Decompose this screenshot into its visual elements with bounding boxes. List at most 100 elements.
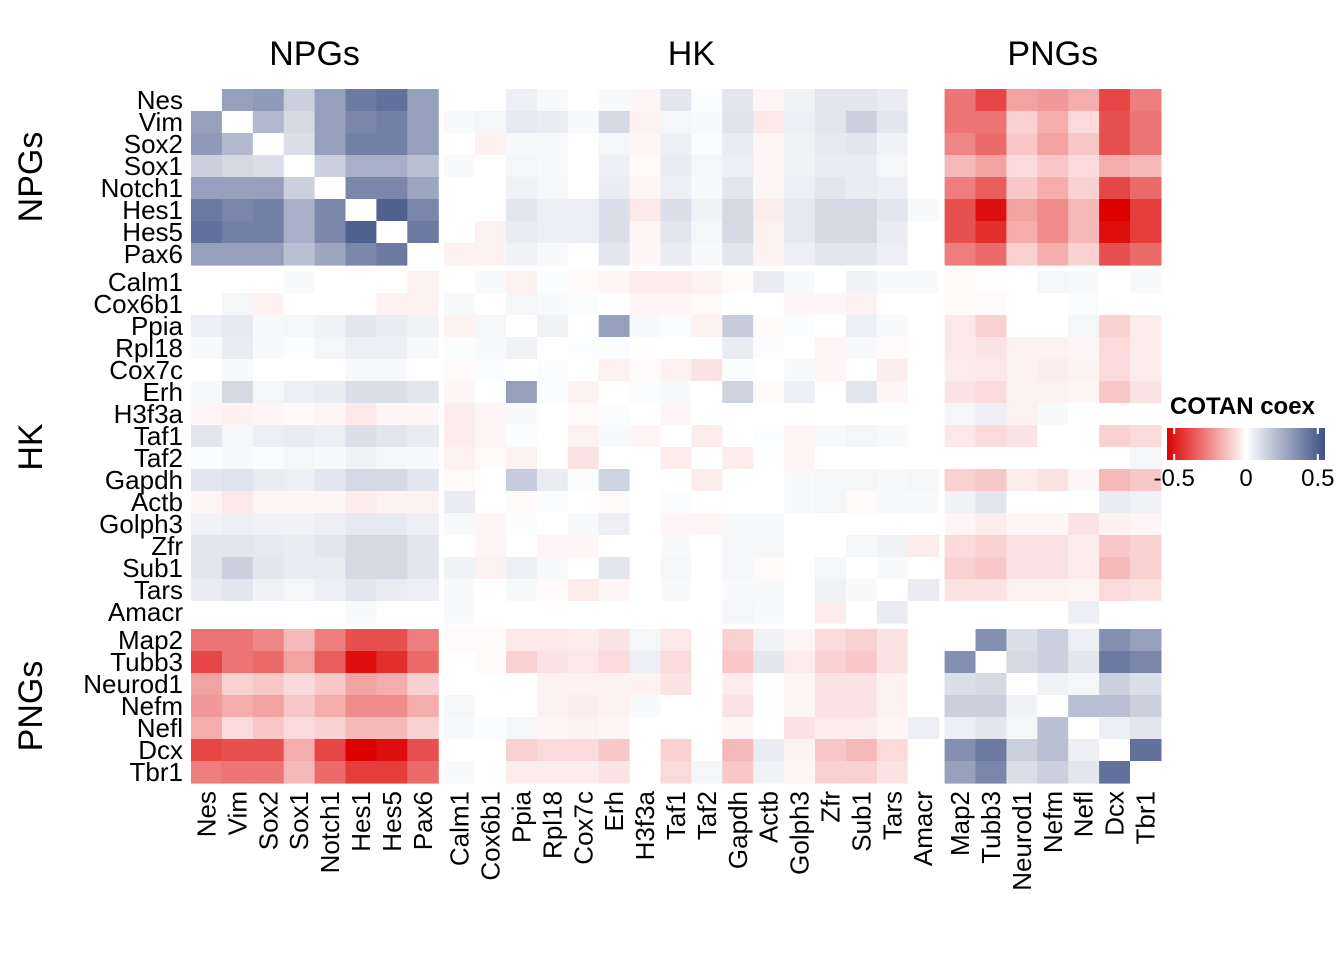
heatmap-cell <box>506 425 538 448</box>
row-label: Golph3 <box>99 509 183 539</box>
heatmap-cell <box>252 557 285 580</box>
heatmap-cell <box>407 155 439 178</box>
heatmap-cell <box>784 133 816 156</box>
heatmap-cell <box>660 111 692 134</box>
heatmap-cell <box>944 739 977 762</box>
heatmap-cell <box>407 469 439 492</box>
heatmap-cell <box>345 535 377 558</box>
heatmap-cell <box>1037 673 1069 696</box>
heatmap-cell <box>345 651 377 674</box>
row-label: Rpl18 <box>115 333 183 363</box>
heatmap-cell <box>784 695 816 718</box>
heatmap-cell <box>815 651 847 674</box>
heatmap-cell <box>907 673 940 696</box>
heatmap-cell <box>876 469 909 492</box>
heatmap-cell <box>1037 199 1069 222</box>
column-label: Sox1 <box>284 791 314 850</box>
heatmap-cell <box>722 199 754 222</box>
heatmap-cell <box>506 111 538 134</box>
heatmap-cell <box>506 579 538 602</box>
heatmap-cell <box>1099 271 1131 294</box>
heatmap-cell <box>506 293 538 316</box>
heatmap-cell <box>629 579 662 602</box>
heatmap-cell <box>1037 315 1069 338</box>
heatmap-cell <box>345 177 377 200</box>
heatmap-cell <box>629 177 662 200</box>
heatmap-cell <box>1006 293 1038 316</box>
heatmap-cell <box>722 155 754 178</box>
heatmap-cell <box>629 651 662 674</box>
heatmap-cell <box>536 359 569 382</box>
heatmap-cell <box>784 739 816 762</box>
heatmap-cell <box>1130 447 1162 470</box>
heatmap-cell <box>376 695 408 718</box>
heatmap-cell <box>475 513 507 536</box>
heatmap-cell <box>567 739 600 762</box>
heatmap-cell <box>1099 293 1131 316</box>
heatmap-cell <box>907 271 940 294</box>
heatmap-cell <box>784 89 816 112</box>
heatmap-cell <box>907 447 940 470</box>
heatmap-cell <box>1006 469 1038 492</box>
heatmap-cell <box>660 535 692 558</box>
heatmap-cell <box>784 111 816 134</box>
heatmap-cell <box>907 651 940 674</box>
heatmap-cell <box>1130 381 1162 404</box>
heatmap-cell <box>191 221 223 244</box>
heatmap-cell <box>691 199 723 222</box>
heatmap-cell <box>1130 629 1162 652</box>
heatmap-cell <box>444 717 476 740</box>
heatmap-cell <box>407 243 439 266</box>
heatmap-cell <box>660 155 692 178</box>
heatmap-cell <box>907 761 940 784</box>
heatmap-cell <box>1037 651 1069 674</box>
heatmap-cell <box>314 199 347 222</box>
heatmap-cell <box>1130 243 1162 266</box>
heatmap-cell <box>944 337 977 360</box>
heatmap-cell <box>691 513 723 536</box>
heatmap-cell <box>815 629 847 652</box>
heatmap-cell <box>536 695 569 718</box>
heatmap-cell <box>1068 469 1100 492</box>
heatmap-cell <box>345 629 377 652</box>
legend-tick-label: -0.5 <box>1154 465 1195 492</box>
heatmap-cell <box>506 601 538 624</box>
heatmap-cell <box>1130 199 1162 222</box>
heatmap-cell <box>1037 133 1069 156</box>
row-label: Cox7c <box>109 355 183 385</box>
heatmap-cell <box>660 695 692 718</box>
row-label: H3f3a <box>114 399 184 429</box>
heatmap-cell <box>944 177 977 200</box>
heatmap-cell <box>784 579 816 602</box>
heatmap-cell <box>252 425 285 448</box>
heatmap-cell <box>598 111 631 134</box>
heatmap-cell <box>691 673 723 696</box>
heatmap-cell <box>221 651 254 674</box>
heatmap-cell <box>536 271 569 294</box>
heatmap-cell <box>629 381 662 404</box>
heatmap-cell <box>660 717 692 740</box>
heatmap-cell <box>944 381 977 404</box>
heatmap-cell <box>660 133 692 156</box>
heatmap-cell <box>975 337 1007 360</box>
heatmap-cell <box>598 381 631 404</box>
heatmap-cell <box>191 199 223 222</box>
heatmap-cell <box>475 271 507 294</box>
heatmap-cell <box>314 695 347 718</box>
heatmap-cell <box>407 695 439 718</box>
heatmap-cell <box>907 513 940 536</box>
heatmap-cell <box>444 629 476 652</box>
heatmap-cell <box>784 447 816 470</box>
heatmap-cell <box>376 221 408 244</box>
heatmap-cell <box>876 403 909 426</box>
row-label: Sox1 <box>124 151 183 181</box>
heatmap-cell <box>444 359 476 382</box>
heatmap-cell <box>815 221 847 244</box>
heatmap-cell <box>907 221 940 244</box>
heatmap-cell <box>1037 739 1069 762</box>
heatmap-cell <box>815 133 847 156</box>
heatmap-cell <box>376 761 408 784</box>
heatmap-cell <box>1099 199 1131 222</box>
heatmap-cell <box>629 293 662 316</box>
heatmap-cell <box>444 601 476 624</box>
